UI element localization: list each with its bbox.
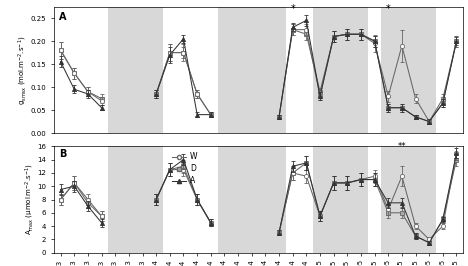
Bar	[381, 7, 436, 133]
Bar	[313, 7, 368, 133]
Legend: W, D, A: W, D, A	[172, 152, 197, 185]
Y-axis label: g$_{\sf smax}$ (mol.m$^{-2}$.s$^{-1}$): g$_{\sf smax}$ (mol.m$^{-2}$.s$^{-1}$)	[17, 35, 29, 105]
Text: B: B	[59, 149, 66, 160]
Text: *: *	[290, 5, 295, 14]
Bar	[109, 7, 163, 133]
Text: **: **	[398, 142, 406, 151]
Bar	[218, 7, 286, 133]
Bar	[218, 146, 286, 253]
Y-axis label: A$_{\sf max}$ (µmol.m$^{-2}$.s$^{-1}$): A$_{\sf max}$ (µmol.m$^{-2}$.s$^{-1}$)	[23, 164, 36, 235]
Bar	[109, 146, 163, 253]
Text: *: *	[386, 5, 391, 14]
Bar	[313, 146, 368, 253]
Bar	[381, 146, 436, 253]
Text: A: A	[59, 12, 66, 22]
